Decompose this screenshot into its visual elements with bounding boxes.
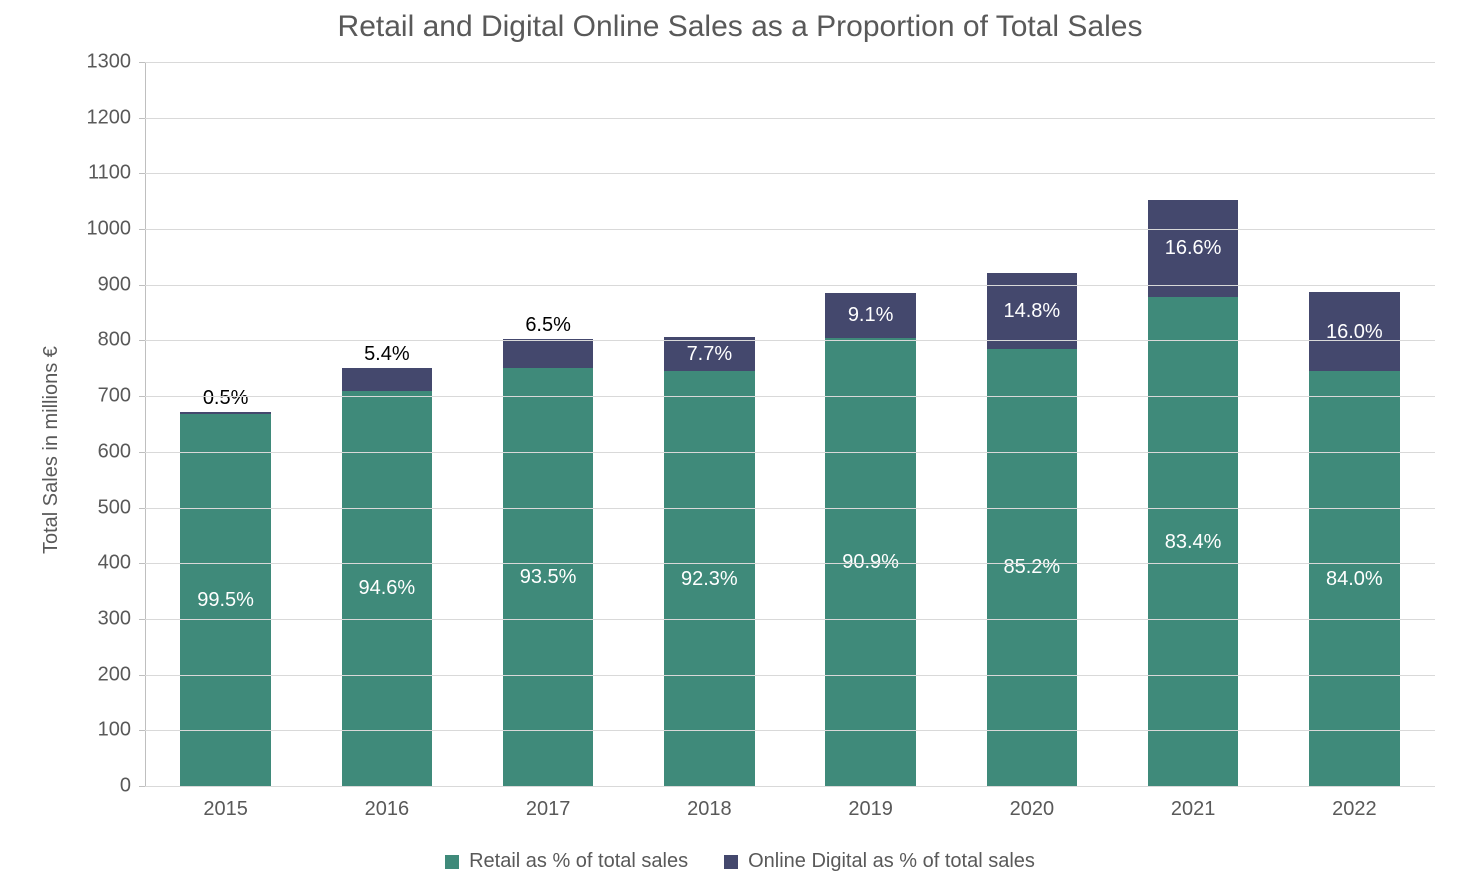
- gridline: [145, 730, 1435, 731]
- plot-area: 99.5%0.5%94.6%5.4%93.5%6.5%92.3%7.7%90.9…: [145, 62, 1435, 786]
- bar-data-label: 99.5%: [180, 589, 270, 612]
- bar-data-label: 84.0%: [1309, 568, 1399, 591]
- x-tick-label: 2021: [1171, 786, 1216, 821]
- legend: Retail as % of total sales Online Digital…: [0, 850, 1480, 873]
- x-tick-label: 2019: [848, 786, 893, 821]
- x-tick-label: 2022: [1332, 786, 1377, 821]
- chart-container: Retail and Digital Online Sales as a Pro…: [0, 0, 1480, 894]
- bar-data-label: 14.8%: [987, 300, 1077, 323]
- legend-swatch: [445, 855, 459, 869]
- gridline: [145, 285, 1435, 286]
- x-tick-label: 2016: [365, 786, 410, 821]
- bar-data-label: 16.6%: [1148, 237, 1238, 260]
- y-tick-label: 0: [120, 775, 145, 798]
- bar-stack: 94.6%5.4%: [342, 368, 432, 786]
- bar-data-label: 93.5%: [503, 566, 593, 589]
- gridline: [145, 340, 1435, 341]
- gridline: [145, 619, 1435, 620]
- gridline: [145, 62, 1435, 63]
- legend-label: Retail as % of total sales: [469, 850, 688, 873]
- gridline: [145, 118, 1435, 119]
- bar-data-label: 85.2%: [987, 556, 1077, 579]
- bar-data-label: 92.3%: [664, 568, 754, 591]
- bar-segment-online: [342, 368, 432, 391]
- y-axis-label: Total Sales in millions €: [40, 346, 63, 554]
- bar-stack: 84.0%16.0%: [1309, 292, 1399, 786]
- y-tick-label: 400: [98, 552, 145, 575]
- y-tick-label: 600: [98, 440, 145, 463]
- y-tick-label: 1300: [87, 51, 146, 74]
- y-tick-label: 200: [98, 663, 145, 686]
- x-tick-label: 2018: [687, 786, 732, 821]
- y-tick-label: 300: [98, 607, 145, 630]
- bar-data-label: 94.6%: [342, 577, 432, 600]
- bar-stack: 90.9%9.1%: [825, 293, 915, 786]
- bars-layer: 99.5%0.5%94.6%5.4%93.5%6.5%92.3%7.7%90.9…: [145, 62, 1435, 786]
- bar-data-label: 0.5%: [180, 387, 270, 410]
- gridline: [145, 675, 1435, 676]
- gridline: [145, 786, 1435, 787]
- y-tick-label: 700: [98, 385, 145, 408]
- legend-label: Online Digital as % of total sales: [748, 850, 1035, 873]
- y-tick-label: 800: [98, 329, 145, 352]
- y-tick-label: 1200: [87, 106, 146, 129]
- y-tick-label: 100: [98, 719, 145, 742]
- x-tick-label: 2017: [526, 786, 571, 821]
- gridline: [145, 173, 1435, 174]
- bar-stack: 83.4% 16.6%: [1148, 200, 1238, 786]
- bar-stack: 92.3% 7.7%: [664, 337, 754, 786]
- bar-stack: 85.2% 14.8%: [987, 273, 1077, 786]
- gridline: [145, 452, 1435, 453]
- legend-item: Online Digital as % of total sales: [724, 850, 1035, 873]
- gridline: [145, 563, 1435, 564]
- gridline: [145, 508, 1435, 509]
- legend-swatch: [724, 855, 738, 869]
- y-tick-label: 900: [98, 273, 145, 296]
- bar-segment-online: [503, 339, 593, 368]
- bar-data-label: 9.1%: [825, 304, 915, 327]
- bar-data-label: 5.4%: [342, 343, 432, 366]
- x-tick-label: 2015: [203, 786, 248, 821]
- y-tick-label: 500: [98, 496, 145, 519]
- bar-data-label: 6.5%: [503, 314, 593, 337]
- bar-data-label: 83.4%: [1148, 531, 1238, 554]
- bar-segment-online: [180, 412, 270, 414]
- bar-data-label: 7.7%: [664, 343, 754, 366]
- gridline: [145, 396, 1435, 397]
- gridline: [145, 229, 1435, 230]
- x-tick-label: 2020: [1010, 786, 1055, 821]
- y-tick-label: 1000: [87, 218, 146, 241]
- y-tick-label: 1100: [88, 162, 145, 185]
- chart-title: Retail and Digital Online Sales as a Pro…: [0, 10, 1480, 44]
- legend-item: Retail as % of total sales: [445, 850, 688, 873]
